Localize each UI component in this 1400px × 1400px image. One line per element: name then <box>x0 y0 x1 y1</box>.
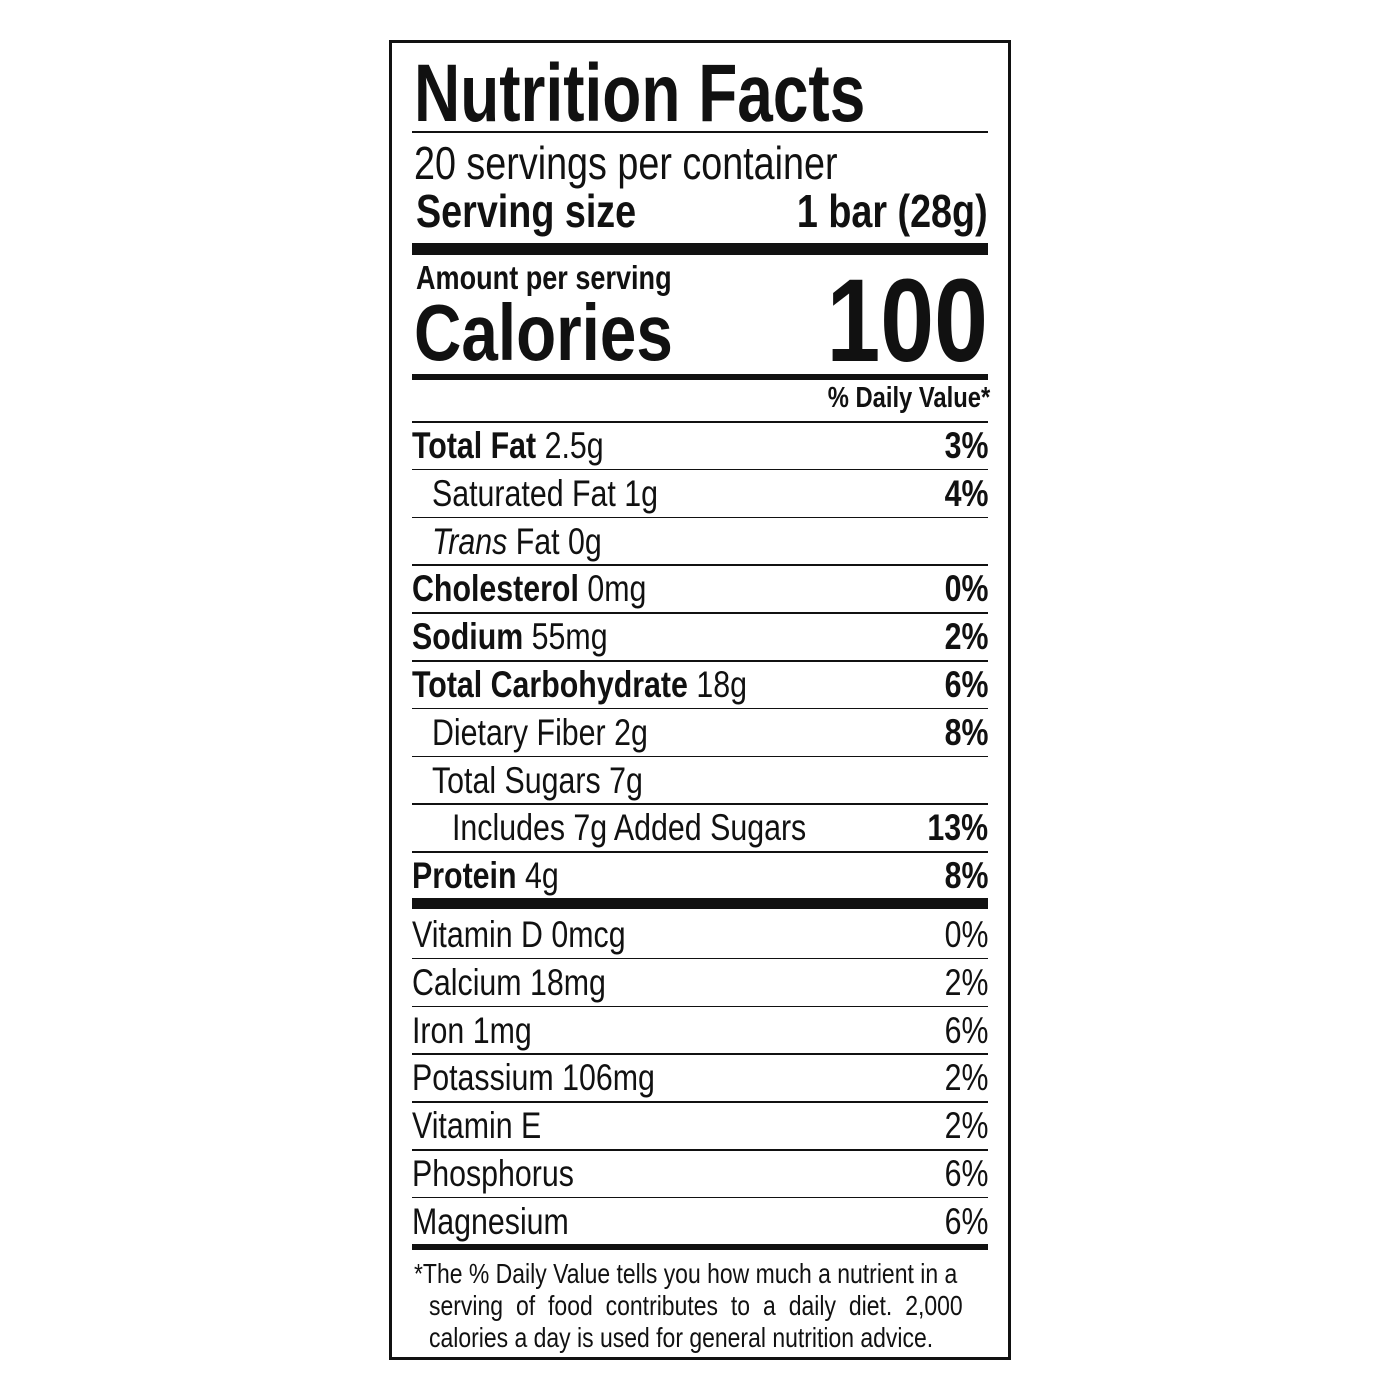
daily-value-percent: 8% <box>944 855 988 897</box>
vitamin-row: Magnesium 6% <box>412 1198 988 1245</box>
nutrient-row: Dietary Fiber 2g 8% <box>412 709 988 756</box>
nutrient-name: Includes 7g Added Sugars <box>452 807 807 849</box>
label-title: Nutrition Facts <box>414 48 866 139</box>
divider <box>412 1149 988 1151</box>
medium-divider <box>412 1244 988 1250</box>
nutrient-name: Total Sugars <box>432 759 601 801</box>
nutrient-row: Cholesterol 0mg 0% <box>412 565 988 612</box>
calories-value: 100 <box>826 255 988 387</box>
divider <box>412 612 988 614</box>
nutrient-row: Total Sugars 7g <box>412 757 988 804</box>
nutrient-amount: 1g <box>624 472 659 514</box>
vitamin-label: Iron 1mg <box>412 1009 532 1051</box>
vitamin-row: Iron 1mg 6% <box>412 1007 988 1054</box>
thick-divider <box>412 243 988 255</box>
nutrient-row: Includes 7g Added Sugars 13% <box>412 804 988 851</box>
nutrient-amount: 55mg <box>531 616 608 658</box>
serving-size-value: 1 bar (28g) <box>797 185 988 237</box>
nutrient-amount: 18g <box>696 664 747 705</box>
daily-value-percent: 2% <box>944 1105 988 1147</box>
nutrient-name: Total Fat <box>412 425 537 466</box>
divider <box>412 1053 988 1055</box>
nutrient-row: Sodium 55mg 2% <box>412 613 988 660</box>
vitamin-label: Phosphorus <box>412 1153 574 1194</box>
divider <box>412 1005 988 1008</box>
divider <box>412 851 988 853</box>
nutrient-row: Total Fat 2.5g 3% <box>412 422 988 469</box>
divider <box>412 1101 988 1103</box>
nutrient-name-suffix: Fat <box>515 520 560 562</box>
divider <box>412 755 988 758</box>
nutrient-row: Trans Fat 0g <box>412 518 988 565</box>
nutrient-amount: 0g <box>568 520 602 562</box>
nutrient-amount: 0mg <box>587 568 647 610</box>
thick-divider <box>412 898 988 909</box>
divider <box>412 957 988 960</box>
footnote-line: *The % Daily Value tells you how much a … <box>414 1258 958 1289</box>
servings-per-container: 20 servings per container <box>414 137 838 189</box>
daily-value-percent: 6% <box>944 1200 988 1242</box>
nutrient-amount: 2.5g <box>544 425 604 466</box>
vitamin-row: Vitamin D 0mcg 0% <box>412 911 988 958</box>
vitamin-row: Potassium 106mg 2% <box>412 1054 988 1101</box>
vitamin-label: Vitamin D 0mcg <box>412 914 626 955</box>
calories-label: Calories <box>414 288 673 377</box>
daily-value-percent: 4% <box>944 472 988 514</box>
nutrient-name: Saturated Fat <box>432 472 616 514</box>
medium-divider <box>412 374 988 380</box>
daily-value-percent: 2% <box>944 961 988 1003</box>
nutrient-name: Cholesterol <box>412 568 579 610</box>
nutrient-row: Total Carbohydrate 18g 6% <box>412 661 988 708</box>
divider <box>412 421 988 423</box>
nutrient-name: Sodium <box>412 616 524 658</box>
divider <box>412 468 988 471</box>
amount-per-serving: Amount per serving <box>416 259 672 296</box>
serving-size-label: Serving size <box>416 185 637 237</box>
vitamin-row: Phosphorus 6% <box>412 1150 988 1197</box>
daily-value-percent: 13% <box>927 807 988 849</box>
vitamin-label: Vitamin E <box>412 1105 542 1147</box>
divider <box>412 660 988 662</box>
nutrition-facts-label: Nutrition Facts 20 servings per containe… <box>389 40 1011 1360</box>
footnote-line: calories a day is used for general nutri… <box>429 1322 934 1353</box>
vitamin-label: Magnesium <box>412 1200 569 1242</box>
daily-value-percent: 2% <box>944 1057 988 1099</box>
divider <box>412 131 988 133</box>
daily-value-percent: 3% <box>944 425 988 466</box>
daily-value-percent: 6% <box>944 664 988 705</box>
vitamin-row: Calcium 18mg 2% <box>412 959 988 1006</box>
daily-value-percent: 0% <box>944 914 988 955</box>
vitamin-label: Calcium 18mg <box>412 961 606 1003</box>
vitamin-label: Potassium 106mg <box>412 1057 655 1099</box>
daily-value-percent: 0% <box>944 568 988 610</box>
divider <box>412 803 988 805</box>
nutrient-amount: 7g <box>609 759 643 801</box>
daily-value-percent: 6% <box>944 1153 988 1194</box>
nutrient-row: Protein 4g 8% <box>412 852 988 899</box>
daily-value-percent: 6% <box>944 1009 988 1051</box>
nutrient-name: Protein <box>412 855 517 897</box>
vitamin-row: Vitamin E 2% <box>412 1102 988 1149</box>
divider <box>412 516 988 519</box>
divider <box>412 564 988 566</box>
footnote-line: serving of food contributes to a daily d… <box>429 1290 963 1321</box>
nutrient-amount: 4g <box>524 855 559 897</box>
nutrient-name: Total Carbohydrate <box>412 664 688 705</box>
nutrient-name: Dietary Fiber <box>432 711 606 753</box>
daily-value-percent: 2% <box>944 616 988 658</box>
nutrient-name: Trans <box>432 520 508 562</box>
nutrient-amount: 2g <box>614 711 648 753</box>
divider <box>412 1196 988 1199</box>
divider <box>412 707 988 710</box>
daily-value-header: % Daily Value* <box>827 382 990 414</box>
footnote: *The % Daily Value tells you how much a … <box>414 1258 1080 1354</box>
daily-value-percent: 8% <box>944 711 988 753</box>
nutrient-row: Saturated Fat 1g 4% <box>412 470 988 517</box>
